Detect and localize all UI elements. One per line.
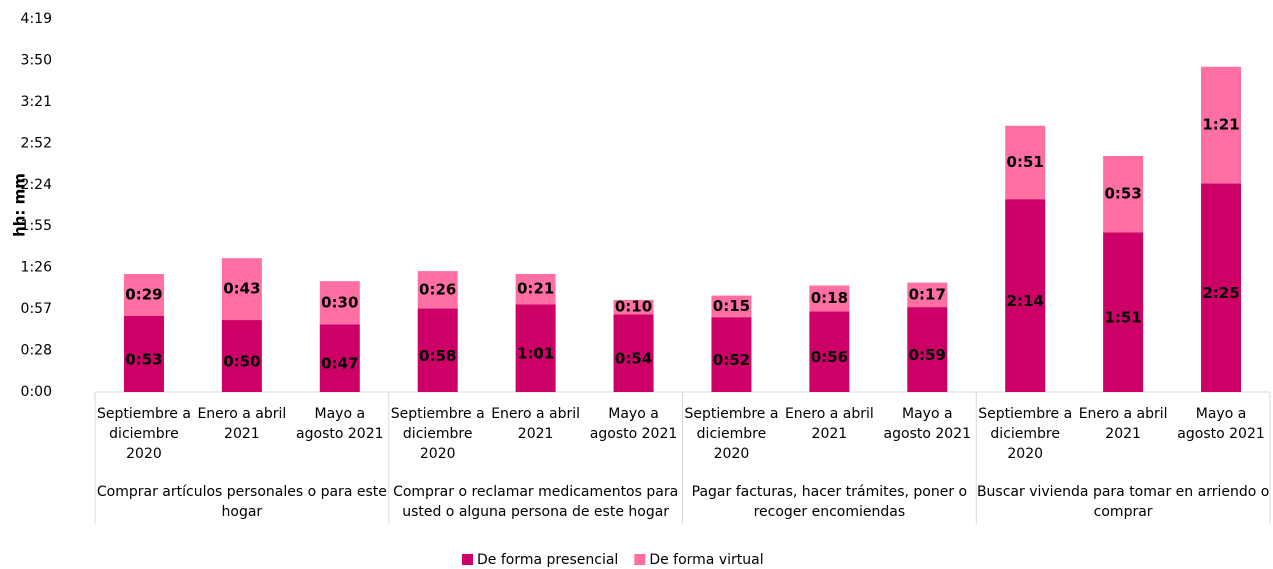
legend-swatch (462, 554, 473, 565)
bar-segment (1201, 66, 1242, 184)
bar-segment (907, 307, 948, 392)
y-tick-label: 1:55 (21, 218, 52, 234)
data-label: 0:47 (321, 355, 358, 373)
legend-label: De forma presencial (477, 552, 618, 568)
x-tick-label: Septiembre a diciembre 2020 (96, 406, 191, 462)
x-tick-label: Septiembre a diciembre 2020 (684, 406, 779, 462)
bar-segment (417, 308, 458, 392)
y-tick-label: 4:19 (21, 11, 52, 27)
x-tick-label: Septiembre a diciembre 2020 (978, 406, 1073, 462)
bar-segment (711, 317, 752, 392)
data-label: 0:15 (713, 297, 750, 315)
data-label: 0:58 (419, 347, 456, 365)
x-tick-label: Mayo a agosto 2021 (589, 406, 678, 442)
data-label: 2:25 (1202, 284, 1239, 302)
data-label: 1:01 (517, 345, 554, 363)
group-label: Comprar o reclamar medicamentos para ust… (393, 484, 679, 520)
bar-segment (319, 324, 360, 392)
bar-segment (221, 258, 262, 321)
legend-swatch (634, 554, 646, 565)
bar-segment (1005, 125, 1046, 200)
group-label: Buscar vivienda para tomar en arriendo o… (976, 484, 1270, 520)
data-label: 0:18 (811, 289, 848, 307)
bar-segment (319, 281, 360, 325)
bar-segment (515, 304, 556, 392)
group-label: Pagar facturas, hacer trámites, poner o … (691, 484, 968, 520)
y-tick-label: 0:57 (21, 301, 52, 317)
bar-segment (1005, 199, 1046, 392)
data-label: 0:17 (909, 285, 946, 303)
bar-segment (221, 320, 262, 392)
y-tick-label: 2:24 (21, 177, 53, 193)
x-tick-label: Enero a abril 2021 (784, 406, 874, 442)
bar-segment (1103, 155, 1144, 233)
y-axis-title: hh: mm (11, 173, 29, 237)
data-label: 0:30 (321, 293, 358, 311)
bar-segment (417, 271, 458, 309)
x-tick-label: Mayo a agosto 2021 (296, 406, 384, 442)
bar-segment (1103, 232, 1144, 392)
data-label: 0:26 (419, 280, 456, 298)
data-label: 0:10 (615, 298, 652, 316)
data-label: 0:53 (125, 350, 162, 368)
bar-segment (711, 295, 752, 318)
y-tick-label: 1:26 (21, 260, 53, 276)
legend-label: De forma virtual (649, 552, 763, 568)
data-label: 0:21 (517, 280, 554, 298)
bar-segment (809, 285, 850, 312)
data-label: 0:29 (125, 285, 162, 303)
y-tick-label: 2:52 (21, 135, 52, 151)
y-tick-label: 0:00 (21, 384, 52, 400)
y-tick-label: 0:28 (21, 343, 52, 359)
group-label: Comprar artículos personales o para este… (96, 484, 387, 520)
x-tick-label: Septiembre a diciembre 2020 (390, 406, 485, 462)
bar-segment (1201, 183, 1242, 392)
data-label: 0:50 (223, 353, 260, 371)
data-label: 0:43 (223, 280, 260, 298)
data-label: 0:51 (1007, 153, 1044, 171)
bar-segment (613, 299, 654, 315)
x-tick-label: Enero a abril 2021 (197, 406, 287, 442)
bar-segment (613, 314, 654, 392)
data-label: 0:56 (811, 348, 848, 366)
bar-segment (515, 273, 556, 305)
bar-segment (123, 273, 164, 316)
x-tick-label: Enero a abril 2021 (1078, 406, 1168, 442)
data-label: 0:54 (615, 350, 652, 368)
x-tick-label: Enero a abril 2021 (491, 406, 581, 442)
x-tick-label: Mayo a agosto 2021 (883, 406, 972, 442)
data-label: 1:21 (1202, 116, 1239, 134)
data-label: 0:53 (1104, 185, 1141, 203)
x-tick-label: Mayo a agosto 2021 (1177, 406, 1265, 442)
y-tick-label: 3:50 (21, 52, 52, 68)
bar-segment (123, 315, 164, 392)
data-label: 0:52 (713, 351, 750, 369)
data-label: 1:51 (1104, 309, 1141, 327)
y-tick-label: 3:21 (21, 94, 52, 110)
data-label: 2:14 (1007, 292, 1044, 310)
data-label: 0:59 (909, 346, 946, 364)
bar-segment (907, 282, 948, 308)
bar-segment (809, 311, 850, 392)
